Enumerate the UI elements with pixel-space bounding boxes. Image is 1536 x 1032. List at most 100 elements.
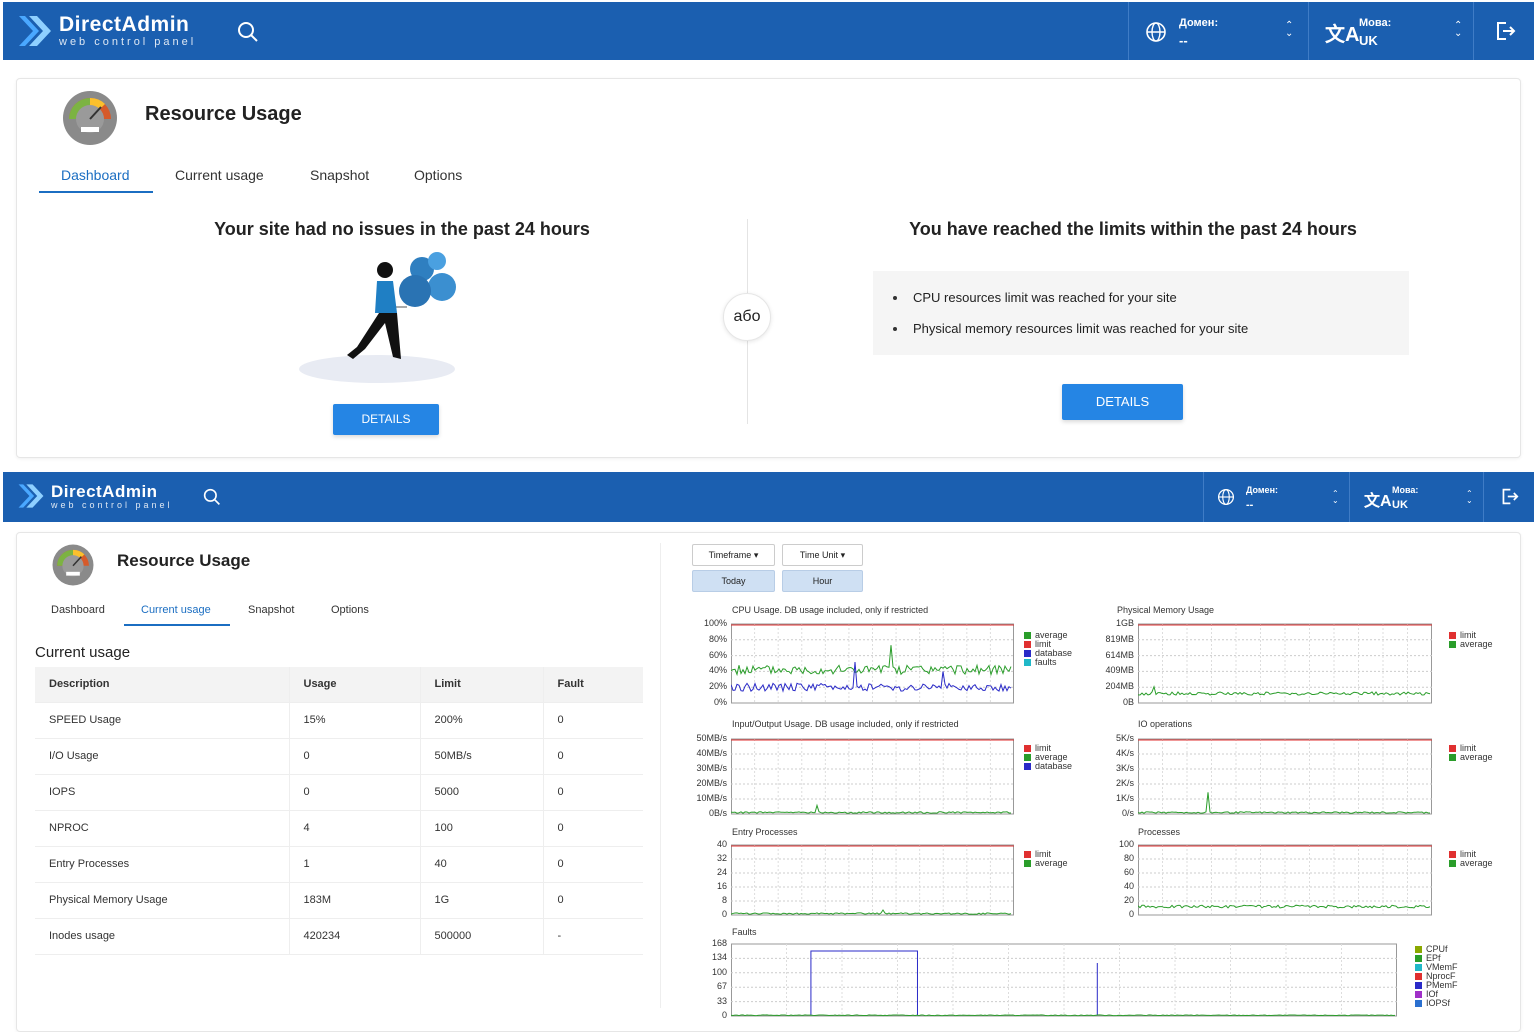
legend-swatch <box>1415 973 1422 980</box>
language-value: UK <box>1359 33 1378 48</box>
language-label: Мова: <box>1359 17 1392 29</box>
language-selector[interactable]: 文A Мова: UK ⌃ ⌄ <box>1349 472 1483 522</box>
legend-swatch <box>1449 860 1456 867</box>
legend-label: NprocF <box>1426 971 1456 981</box>
tab-dashboard[interactable]: Dashboard <box>61 167 130 183</box>
translate-icon: 文A <box>1325 24 1360 46</box>
search-icon[interactable] <box>203 488 221 506</box>
pmemf-series-line <box>810 950 1098 1015</box>
legend-item: average <box>1449 640 1493 649</box>
timeframe-dropdown[interactable]: Timeframe ▾ <box>692 544 775 566</box>
table-cell: 0 <box>542 774 643 811</box>
chart-plot <box>1138 623 1432 704</box>
y-tick-label: 30MB/s <box>696 763 727 773</box>
chart-title: Input/Output Usage. DB usage included, o… <box>732 719 959 729</box>
legend-swatch <box>1415 1000 1422 1007</box>
logout-icon <box>1497 22 1516 40</box>
legend-item: database <box>1024 649 1072 658</box>
legend-item: NprocF <box>1415 972 1458 981</box>
legend-label: PMemF <box>1426 980 1458 990</box>
legend-swatch <box>1024 754 1031 761</box>
table-cell: IOPS <box>35 774 289 811</box>
table-row: Entry Processes 1 40 0 <box>35 846 643 883</box>
legend-item: VMemF <box>1415 963 1458 972</box>
tab-options[interactable]: Options <box>331 604 369 616</box>
y-tick-label: 20% <box>708 681 727 692</box>
legend-label: VMemF <box>1426 962 1458 972</box>
page-title: Resource Usage <box>117 551 251 570</box>
table-cell: 0 <box>542 882 643 919</box>
active-tab-underline <box>39 191 153 193</box>
legend-swatch <box>1415 946 1422 953</box>
search-icon[interactable] <box>237 21 259 43</box>
language-selector[interactable]: 文A Мова: UK ⌃ ⌄ <box>1308 2 1473 60</box>
legend-label: CPUf <box>1426 944 1448 954</box>
tab-options[interactable]: Options <box>414 167 463 183</box>
legend-item: limit <box>1024 744 1072 753</box>
column-header: Limit <box>419 667 543 703</box>
y-tick-label: 3K/s <box>1115 763 1134 773</box>
language-value: UK <box>1392 499 1408 511</box>
no-issues-title: Your site had no issues in the past 24 h… <box>214 219 590 239</box>
tab-snapshot[interactable]: Snapshot <box>310 167 370 183</box>
table-row: IOPS 0 5000 0 <box>35 774 643 811</box>
chevron-updown-icon: ⌃ ⌄ <box>1454 20 1463 39</box>
chevron-updown-icon: ⌃ ⌄ <box>1332 489 1339 505</box>
y-tick-label: 134 <box>711 952 727 963</box>
chevron-updown-icon: ⌃ ⌄ <box>1466 489 1473 505</box>
chart-title: Entry Processes <box>732 827 798 837</box>
chart-title: IO operations <box>1138 719 1193 729</box>
brand-name: DirectAdmin <box>51 481 158 501</box>
today-button[interactable]: Today <box>692 570 775 592</box>
table-cell: 0 <box>542 810 643 847</box>
legend-label: limit <box>1035 849 1051 859</box>
logout-button[interactable] <box>1473 2 1534 60</box>
plot-frame <box>731 623 1014 704</box>
legend-swatch <box>1024 745 1031 752</box>
gauge-icon <box>63 91 117 145</box>
logout-button[interactable] <box>1483 472 1534 522</box>
hour-button[interactable]: Hour <box>782 570 863 592</box>
legend-swatch <box>1415 955 1422 962</box>
globe-icon <box>1146 22 1166 42</box>
table-row: Inodes usage 420234 500000- <box>35 918 643 955</box>
legend-label: faults <box>1035 657 1057 667</box>
brand-logo[interactable]: DirectAdmin web control panel <box>17 481 173 511</box>
average-series-line <box>731 645 1012 677</box>
globe-icon <box>1217 488 1235 506</box>
tab-current-usage[interactable]: Current usage <box>175 167 264 183</box>
tab-dashboard[interactable]: Dashboard <box>51 604 105 616</box>
brand-name: DirectAdmin <box>59 13 190 36</box>
y-tick-label: 1K/s <box>1115 793 1134 803</box>
panel-divider <box>660 543 661 1008</box>
plot-frame <box>1138 623 1432 704</box>
balloon-girl-illustration <box>299 252 456 383</box>
tab-snapshot[interactable]: Snapshot <box>248 604 295 616</box>
time-unit-dropdown[interactable]: Time Unit ▾ <box>782 544 863 566</box>
y-tick-label: 0 <box>721 1010 727 1020</box>
gauge-icon <box>52 544 94 586</box>
y-tick-label: 819MB <box>1105 633 1134 644</box>
y-tick-label: 0% <box>713 697 727 707</box>
legend-swatch <box>1449 851 1456 858</box>
brand-logo[interactable]: DirectAdmin web control panel <box>17 12 196 50</box>
brand-tagline: web control panel <box>59 36 197 48</box>
details-button-right[interactable]: DETAILS <box>1062 384 1183 420</box>
y-tick-label: 204MB <box>1105 681 1134 692</box>
tab-current-usage[interactable]: Current usage <box>141 604 211 616</box>
issue-item: Physical memory resources limit was reac… <box>893 321 1248 336</box>
legend-label: average <box>1035 752 1068 762</box>
domain-selector[interactable]: Домен: -- ⌃ ⌄ <box>1128 2 1308 60</box>
legend-item: CPUf <box>1415 945 1458 954</box>
legend-item: average <box>1449 859 1493 868</box>
domain-selector[interactable]: Домен: -- ⌃ ⌄ <box>1203 472 1349 522</box>
legend-item: IOf <box>1415 990 1458 999</box>
caret-down-icon: ▾ <box>753 550 759 560</box>
table-cell: 500000 <box>419 918 543 955</box>
table-cell: 4 <box>288 810 420 847</box>
current-usage-card: Resource Usage Dashboard Current usage S… <box>16 532 1521 1032</box>
y-tick-label: 40 <box>716 839 727 849</box>
average-series-line <box>1138 685 1431 696</box>
details-button-left[interactable]: DETAILS <box>333 404 439 435</box>
chart-plot <box>1138 738 1432 815</box>
